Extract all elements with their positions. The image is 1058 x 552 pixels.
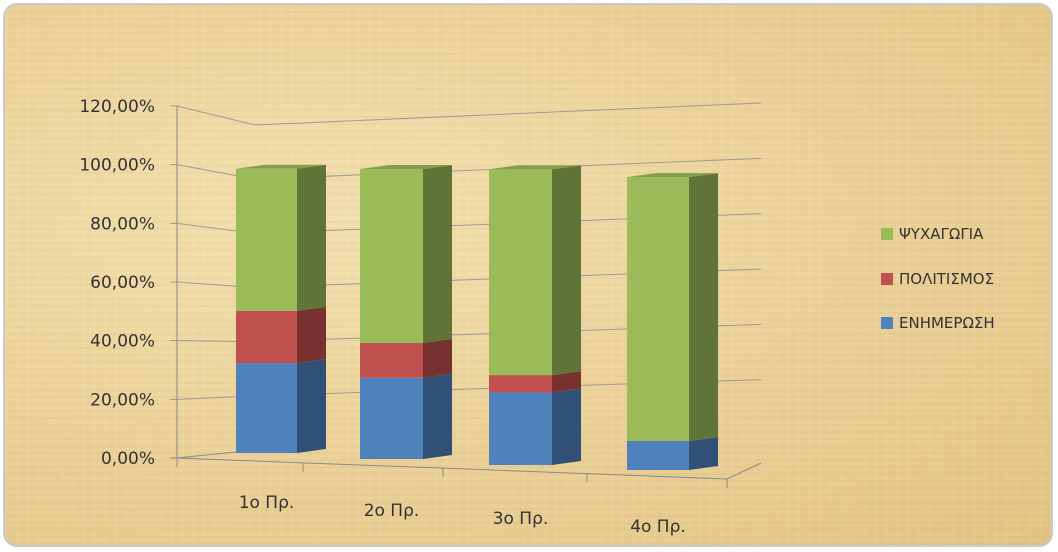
bar-side-πολιτισμος <box>297 306 326 364</box>
bar-side-ψυχαγωγια <box>689 173 718 441</box>
y-tick-label: 100,00% <box>79 156 155 176</box>
legend-label: ΕΝΗΜΕΡΩΣΗ <box>899 314 995 332</box>
bar-segment-πολιτισμος <box>236 310 297 364</box>
bar-top <box>489 165 581 170</box>
bar-segment-ψυχαγωγια <box>236 168 297 311</box>
bar-side-ενημερωση <box>297 359 326 453</box>
bars <box>236 164 718 470</box>
bar-side-ενημερωση <box>689 437 718 470</box>
y-tick-label: 120,00% <box>79 97 155 117</box>
y-tick-label: 60,00% <box>90 273 155 293</box>
y-tick-label: 80,00% <box>90 214 155 234</box>
x-category-label: 1ο Πρ. <box>239 493 295 513</box>
y-tick-label: 0,00% <box>101 449 155 469</box>
legend: ΨΥΧΑΓΩΓΙΑ ΠΟΛΙΤΙΣΜΟΣ ΕΝΗΜΕΡΩΣΗ <box>881 225 995 332</box>
bar-top <box>627 173 718 178</box>
bar-side-ενημερωση <box>552 388 581 465</box>
x-category-label: 2ο Πρ. <box>364 501 420 521</box>
bar-side-πολιτισμος <box>423 339 452 378</box>
legend-label: ΠΟΛΙΤΙΣΜΟΣ <box>899 270 994 288</box>
gridline <box>170 102 762 126</box>
stacked-bar-chart: 0,00% 20,00% 40,00% 60,00% 80,00% 100,00% 120,… <box>79 97 995 537</box>
y-tick-label: 20,00% <box>90 390 155 410</box>
x-category-label: 4ο Πρ. <box>630 517 686 537</box>
labels: 0,00% 20,00% 40,00% 60,00% 80,00% 100,00% 120,… <box>79 97 685 537</box>
legend-swatch <box>881 228 893 240</box>
y-tick-label: 40,00% <box>90 332 155 352</box>
bar-side-πολιτισμος <box>552 371 581 393</box>
bar-segment-ψυχαγωγια <box>360 169 423 343</box>
legend-swatch <box>881 273 893 285</box>
bar-segment-ενημερωση <box>489 392 552 465</box>
bar-segment-πολιτισμος <box>360 343 423 378</box>
legend-label: ΨΥΧΑΓΩΓΙΑ <box>899 225 984 243</box>
bar-segment-ενημερωση <box>627 441 689 470</box>
bar-segment-ενημερωση <box>360 377 423 459</box>
bar-segment-ψυχαγωγια <box>489 169 552 376</box>
bar-side-ψυχαγωγια <box>423 165 452 343</box>
bar-side-ψυχαγωγια <box>552 165 581 376</box>
bar-side-ενημερωση <box>423 373 452 459</box>
chart-area: 0,00% 20,00% 40,00% 60,00% 80,00% 100,00% 120,… <box>3 3 1053 547</box>
bar-segment-ενημερωση <box>236 363 297 453</box>
bar-top <box>360 165 452 169</box>
legend-swatch <box>881 317 893 329</box>
x-category-label: 3ο Πρ. <box>493 509 549 529</box>
bar-side-ψυχαγωγια <box>297 164 326 311</box>
bar-segment-πολιτισμος <box>489 375 552 393</box>
bar-segment-ψυχαγωγια <box>627 177 689 441</box>
bar-top <box>236 164 326 169</box>
